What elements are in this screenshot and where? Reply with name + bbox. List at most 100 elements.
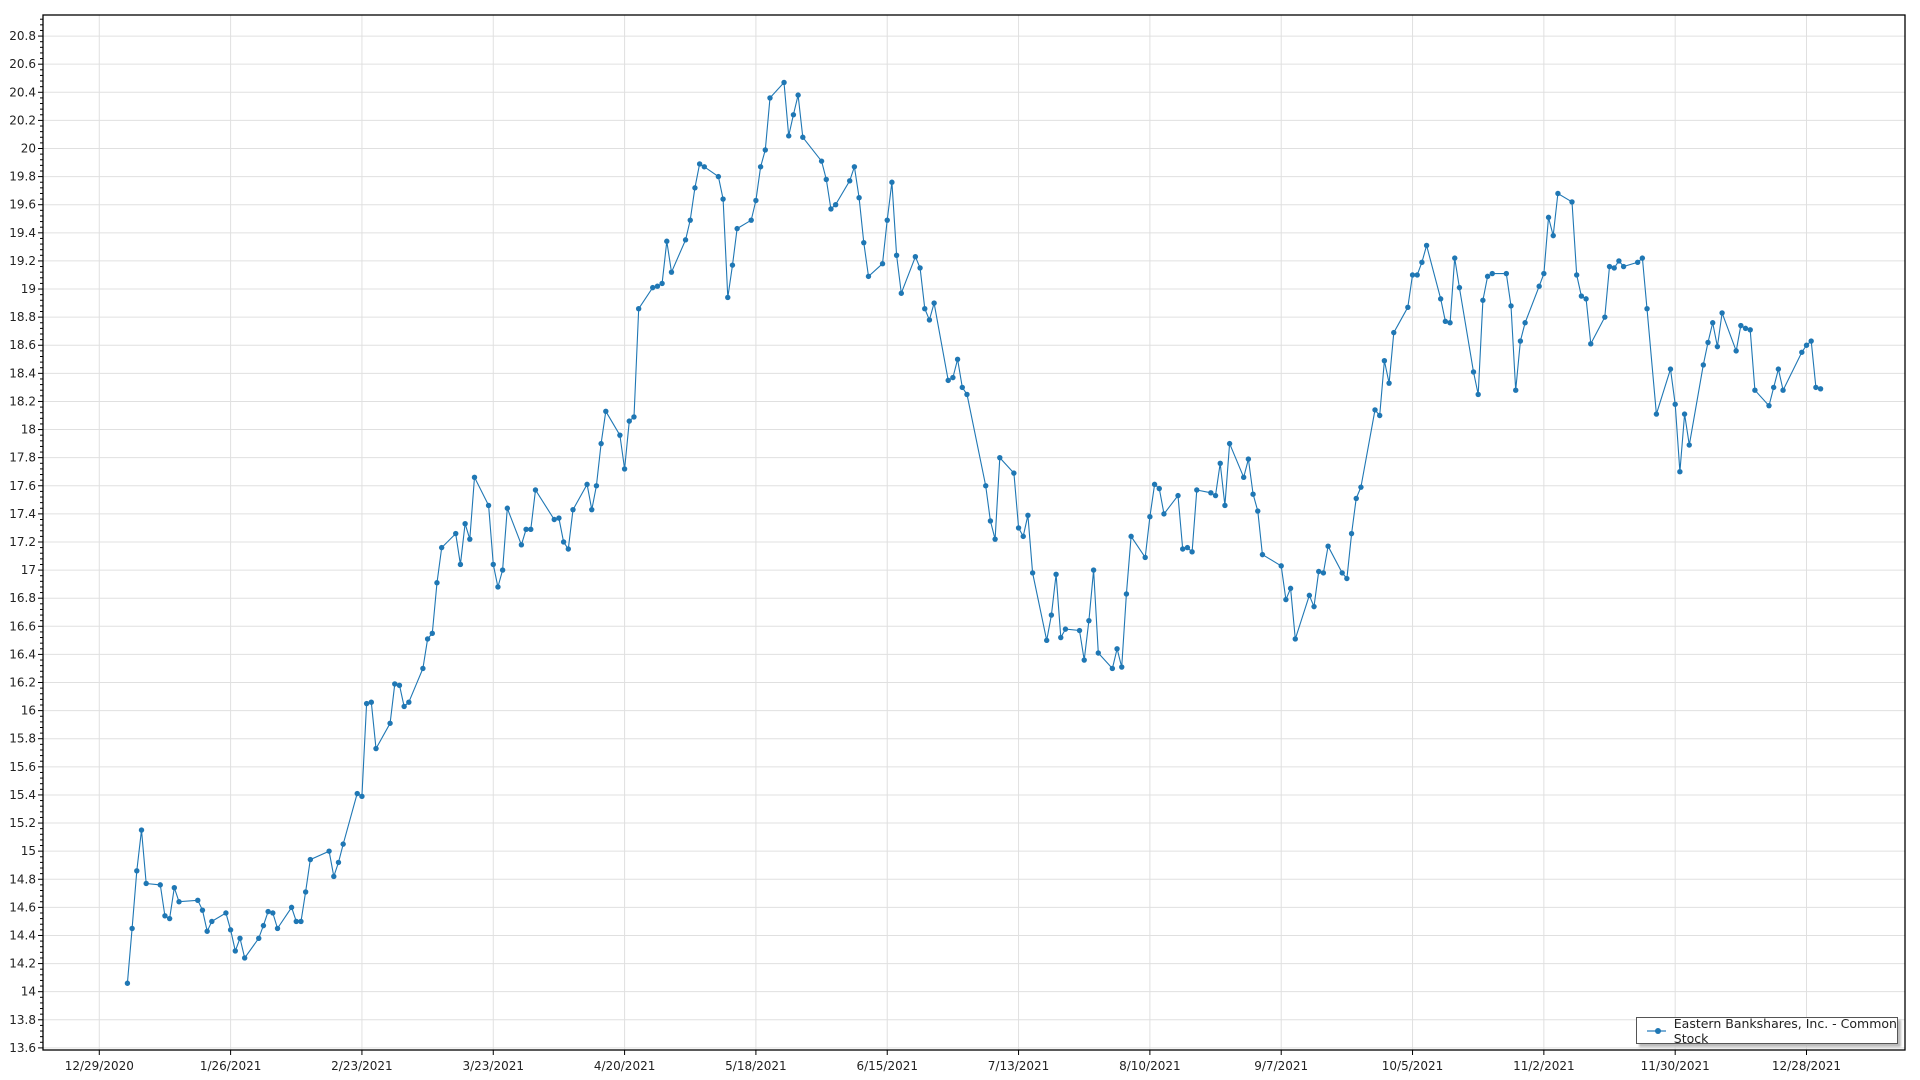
data-point — [1620, 263, 1627, 270]
y-tick-label: 13.8 — [9, 1013, 36, 1027]
data-point — [199, 907, 206, 913]
y-tick-label: 14.4 — [9, 928, 36, 942]
y-tick-label: 17 — [21, 563, 36, 577]
data-point — [1353, 495, 1359, 502]
x-tick-label: 12/28/2021 — [1772, 1059, 1841, 1073]
data-point — [692, 185, 698, 191]
data-point — [668, 269, 675, 275]
data-point — [302, 889, 309, 895]
data-point — [1541, 270, 1547, 277]
data-point — [987, 518, 994, 524]
y-tick-label: 14.6 — [9, 900, 36, 914]
data-point — [270, 910, 276, 916]
y-tick-label: 13.6 — [9, 1041, 36, 1055]
data-point — [1639, 255, 1646, 261]
data-point — [293, 918, 299, 925]
data-point — [138, 827, 145, 833]
data-point — [298, 918, 304, 925]
data-point — [1611, 265, 1617, 271]
data-point — [1109, 665, 1116, 672]
data-point — [1653, 411, 1660, 417]
data-point — [1161, 511, 1167, 517]
data-point — [1489, 270, 1495, 277]
data-point — [1508, 303, 1514, 309]
x-tick-label: 6/15/2021 — [856, 1059, 918, 1073]
x-tick-label: 4/20/2021 — [594, 1059, 656, 1073]
data-point — [786, 133, 792, 139]
data-point — [631, 414, 637, 420]
x-tick-label: 8/10/2021 — [1119, 1059, 1181, 1073]
data-point — [1667, 366, 1674, 372]
data-point — [1011, 470, 1017, 476]
y-tick-label: 15.4 — [9, 788, 36, 802]
data-point — [603, 408, 609, 414]
y-tick-label: 18.2 — [9, 394, 36, 408]
data-point — [1283, 596, 1289, 603]
data-point — [1634, 259, 1641, 266]
data-point — [621, 466, 628, 472]
data-point — [701, 164, 708, 170]
data-point — [467, 536, 473, 542]
x-tick-label: 3/23/2021 — [462, 1059, 524, 1073]
data-point — [1770, 384, 1777, 391]
y-tick-label: 20.2 — [9, 113, 36, 127]
data-point — [1339, 570, 1345, 576]
y-tick-label: 14 — [21, 985, 36, 999]
data-point — [781, 79, 787, 86]
data-point — [1480, 297, 1486, 303]
y-tick-label: 14.8 — [9, 872, 36, 886]
y-tick-label: 15.2 — [9, 816, 36, 830]
data-point — [134, 868, 140, 874]
data-point — [1545, 214, 1552, 221]
data-point — [260, 922, 267, 929]
data-point — [570, 506, 576, 513]
data-point — [828, 206, 834, 212]
data-point — [532, 487, 539, 493]
data-point — [1775, 366, 1782, 372]
y-tick-label: 17.2 — [9, 535, 36, 549]
data-point — [1123, 591, 1130, 597]
data-point — [176, 899, 182, 905]
y-tick-label: 17.6 — [9, 479, 36, 493]
y-tick-label: 16 — [21, 704, 36, 718]
data-point — [438, 544, 445, 551]
data-point — [931, 300, 937, 306]
y-tick-label: 16.4 — [9, 647, 36, 661]
data-point — [593, 483, 600, 489]
data-point — [420, 665, 426, 672]
data-point — [166, 915, 173, 922]
data-point — [518, 542, 525, 548]
y-tick-label: 19.6 — [9, 198, 36, 212]
data-point — [1240, 474, 1247, 481]
data-point — [1287, 585, 1294, 592]
y-tick-label: 16.2 — [9, 676, 36, 690]
data-point — [490, 561, 496, 568]
data-point — [912, 254, 919, 260]
data-point — [1142, 554, 1148, 561]
data-point — [406, 699, 412, 705]
data-point — [1212, 492, 1219, 499]
data-point — [1048, 612, 1055, 618]
data-point — [1437, 296, 1444, 302]
data-point — [847, 178, 853, 184]
data-point — [335, 859, 342, 866]
data-point — [795, 92, 801, 98]
data-point — [195, 897, 201, 904]
data-point — [964, 391, 970, 398]
data-point — [1029, 570, 1036, 576]
data-point — [363, 700, 370, 707]
y-tick-label: 19.4 — [9, 226, 36, 240]
y-tick-label: 19.2 — [9, 254, 36, 268]
data-point — [157, 882, 163, 888]
data-point — [767, 95, 773, 101]
x-tick-label: 11/2/2021 — [1513, 1059, 1575, 1073]
data-point — [757, 164, 764, 170]
data-point — [429, 630, 435, 637]
data-point — [1752, 387, 1758, 393]
x-tick-label: 9/7/2021 — [1254, 1059, 1308, 1073]
y-tick-label: 18 — [21, 423, 36, 437]
data-point — [232, 948, 238, 954]
legend-label: Eastern Bankshares, Inc. - Common Stock — [1673, 1015, 1897, 1046]
data-point — [551, 516, 557, 523]
data-point — [589, 506, 595, 513]
